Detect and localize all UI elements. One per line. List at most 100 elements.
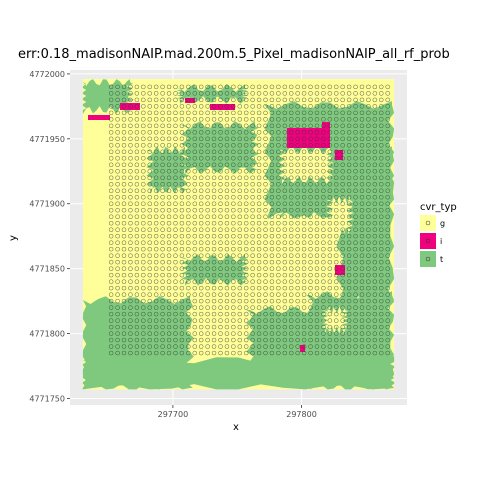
sample-point <box>237 175 242 180</box>
sample-point <box>115 182 120 187</box>
sample-point <box>340 240 345 245</box>
sample-point <box>108 285 114 291</box>
sample-point <box>198 169 204 174</box>
sample-point <box>372 324 378 330</box>
sample-point <box>346 182 352 187</box>
sample-point <box>372 208 378 213</box>
sample-point <box>289 253 294 258</box>
sample-point <box>147 175 152 180</box>
sample-point <box>250 175 255 180</box>
sample-point <box>321 201 326 206</box>
sample-point <box>269 350 275 356</box>
sample-point <box>115 324 120 330</box>
sample-point <box>289 337 294 343</box>
sample-point <box>153 246 159 252</box>
sample-point <box>263 136 268 142</box>
sample-point <box>353 123 358 129</box>
sample-point <box>160 331 165 336</box>
sample-point <box>301 221 307 226</box>
sample-point <box>256 285 262 291</box>
sample-point <box>263 149 268 155</box>
sample-point <box>379 259 384 265</box>
sample-point <box>128 110 133 116</box>
sample-point <box>295 143 300 148</box>
sample-point <box>173 285 178 291</box>
sample-point <box>141 305 146 310</box>
sample-point <box>231 97 236 103</box>
sample-point <box>334 272 339 278</box>
sample-point <box>192 149 197 155</box>
sample-point <box>205 337 210 343</box>
sample-point <box>295 311 300 317</box>
sample-point <box>379 136 384 142</box>
sample-point <box>340 84 345 90</box>
sample-point <box>269 162 275 167</box>
sample-point <box>205 259 210 265</box>
sample-point <box>244 259 249 265</box>
sample-point <box>308 240 313 245</box>
sample-point <box>186 104 191 109</box>
sample-point <box>244 246 249 252</box>
sample-point <box>134 188 140 193</box>
sample-point <box>192 292 197 297</box>
sample-point <box>224 227 230 232</box>
sample-point <box>211 305 217 310</box>
sample-point <box>218 195 223 200</box>
sample-point <box>353 253 358 258</box>
sample-point <box>372 214 378 219</box>
sample-point <box>153 169 159 174</box>
sample-point <box>192 208 197 213</box>
sample-point <box>153 227 159 232</box>
sample-point <box>379 344 384 349</box>
sample-point <box>269 182 275 187</box>
sample-point <box>128 201 133 206</box>
sample-point <box>366 279 371 284</box>
sample-point <box>366 344 371 349</box>
sample-point <box>334 182 339 187</box>
sample-point <box>353 318 358 323</box>
sample-point <box>289 188 294 193</box>
sample-point <box>372 318 378 323</box>
sample-point <box>256 292 262 297</box>
sample-point <box>244 91 249 96</box>
sample-point <box>186 188 191 193</box>
sample-point <box>205 123 210 129</box>
sample-point <box>231 175 236 180</box>
sample-point <box>231 156 236 161</box>
sample-point <box>334 156 339 161</box>
sample-point <box>244 162 249 167</box>
sample-point <box>269 214 275 219</box>
sample-point <box>340 162 345 167</box>
sample-point <box>334 143 339 148</box>
sample-point <box>205 234 210 239</box>
sample-point <box>379 240 384 245</box>
sample-point <box>385 175 390 180</box>
sample-point <box>192 272 197 278</box>
sample-point <box>250 324 255 330</box>
sample-point <box>385 344 390 349</box>
sample-point <box>205 91 210 96</box>
raster-patch-i <box>120 103 140 110</box>
sample-point <box>276 240 281 245</box>
sample-point <box>153 156 159 161</box>
raster-patch-i <box>322 122 330 132</box>
sample-point <box>308 149 313 155</box>
sample-point <box>237 149 242 155</box>
sample-point <box>353 246 358 252</box>
sample-point <box>385 285 390 291</box>
sample-point <box>153 136 159 142</box>
sample-point <box>250 311 255 317</box>
sample-point <box>314 136 320 142</box>
sample-point <box>385 201 390 206</box>
sample-point <box>321 292 326 297</box>
sample-point <box>263 331 268 336</box>
sample-point <box>166 91 172 96</box>
sample-point <box>276 221 281 226</box>
sample-point <box>295 272 300 278</box>
sample-point <box>366 104 371 109</box>
sample-point <box>153 292 159 297</box>
sample-point <box>153 337 159 343</box>
sample-point <box>141 253 146 258</box>
sample-point <box>160 110 165 116</box>
sample-point <box>224 201 230 206</box>
